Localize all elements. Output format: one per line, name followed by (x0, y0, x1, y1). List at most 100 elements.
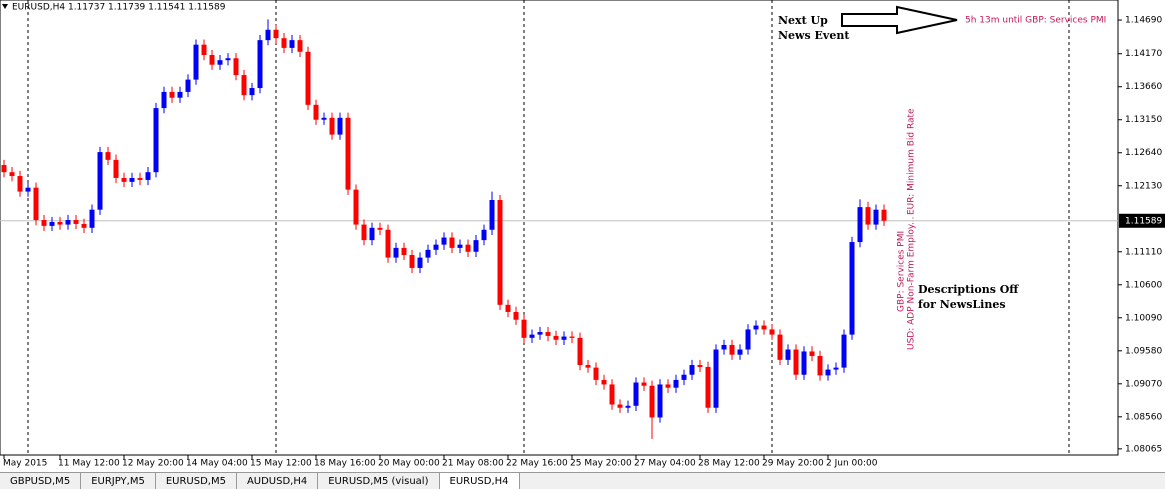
candle-body (385, 229, 391, 258)
candle-body (369, 227, 375, 241)
y-tick-label: 1.09070 (1125, 379, 1162, 389)
candle-body (353, 189, 359, 225)
candle-body (641, 382, 647, 386)
tab[interactable]: EURUSD,M5 (156, 473, 237, 489)
tab[interactable]: AUDUSD,H4 (237, 473, 319, 489)
candle-body (249, 88, 255, 96)
candle-body (337, 117, 343, 135)
annotation: Descriptions Off (918, 283, 1019, 296)
candle-body (265, 29, 271, 41)
candle-body (97, 152, 103, 210)
y-tick-label: 1.08065 (1125, 444, 1162, 454)
candle-body (697, 365, 703, 367)
x-tick-label: 25 May 20:00 (570, 459, 632, 469)
candle-body (673, 379, 679, 388)
candle-body (801, 351, 807, 375)
candle-body (681, 374, 687, 380)
y-tick-label: 1.14170 (1125, 49, 1162, 59)
candle-body (49, 221, 55, 226)
candle-body (161, 91, 167, 109)
candle-body (433, 244, 439, 250)
candle-body (185, 79, 191, 92)
candle-body (417, 257, 423, 268)
candle-body (193, 44, 199, 80)
candle-body (313, 104, 319, 120)
candle-body (225, 58, 231, 61)
candle-body (585, 365, 591, 368)
candle-body (545, 332, 551, 336)
candle-body (721, 344, 727, 350)
x-tick-label: 14 May 04:00 (186, 459, 248, 469)
x-tick-label: 2 Jun 00:00 (826, 459, 878, 469)
candle-body (777, 334, 783, 360)
candle-body (857, 207, 863, 243)
x-tick-label: 28 May 12:00 (698, 459, 760, 469)
y-tick-label: 1.10090 (1125, 313, 1162, 323)
candle-body (153, 108, 159, 173)
candle-body (761, 325, 767, 330)
candle-body (361, 224, 367, 241)
y-tick-label: 1.13150 (1125, 115, 1162, 125)
candle-body (201, 44, 207, 56)
x-tick-label: 29 May 20:00 (762, 459, 824, 469)
candle-body (377, 227, 383, 230)
candle-body (33, 187, 39, 221)
candle-body (753, 325, 759, 330)
candle-body (169, 91, 175, 98)
candle-body (841, 334, 847, 368)
candle-body (73, 220, 79, 224)
news-label: EUR: Minimum Bid Rate (907, 108, 917, 215)
candle-body (209, 55, 215, 65)
candle-body (521, 319, 527, 338)
candle-body (625, 405, 631, 408)
plot-frame (0, 0, 1119, 456)
candle-body (89, 209, 95, 228)
candle-body (257, 40, 263, 89)
candle-body (129, 177, 135, 182)
annotation: for NewsLines (918, 298, 1006, 311)
chart-title: EURUSD,H4 1.11737 1.11739 1.11541 1.1158… (12, 3, 226, 13)
y-tick-label: 1.09580 (1125, 346, 1162, 356)
candle-body (481, 229, 487, 241)
candle-body (57, 221, 63, 225)
y-tick-label: 1.11110 (1125, 247, 1162, 257)
candle-body (849, 242, 855, 335)
candle-body (873, 209, 879, 225)
candle-body (553, 335, 559, 340)
x-tick-label: 12 May 20:00 (122, 459, 184, 469)
candle-body (785, 349, 791, 360)
candle-body (881, 209, 887, 221)
y-tick-label: 1.10600 (1125, 280, 1162, 290)
y-tick-label: 1.12640 (1125, 148, 1162, 158)
tab[interactable]: EURUSD,H4 (439, 473, 520, 489)
candle-body (601, 379, 607, 385)
candle-body (657, 384, 663, 418)
current-price-box (1119, 213, 1165, 228)
candle-body (305, 51, 311, 105)
tab[interactable]: GBPUSD,M5 (0, 473, 82, 489)
candle-body (633, 382, 639, 406)
x-tick-label: 27 May 04:00 (634, 459, 696, 469)
candle-body (297, 40, 303, 52)
candle-body (65, 220, 71, 225)
candle-body (577, 337, 583, 366)
candle-body (457, 244, 463, 248)
candle-body (865, 207, 871, 225)
candle-body (833, 367, 839, 370)
y-tick-label: 1.12130 (1125, 181, 1162, 191)
annotation: Next Up (778, 14, 828, 27)
tab[interactable]: EURUSD,M5 (visual) (318, 473, 440, 489)
candle-body (729, 344, 735, 355)
news-label: USD: ADP Non-Farm Employ... (907, 216, 917, 350)
candle-body (689, 365, 695, 375)
candle-body (345, 117, 351, 190)
y-tick-label: 1.08560 (1125, 412, 1162, 422)
candle-body (825, 369, 831, 376)
menu-triangle[interactable] (2, 4, 8, 9)
candle-body (25, 187, 31, 192)
candle-body (121, 177, 127, 182)
candle-body (137, 177, 143, 180)
candle-body (449, 237, 455, 248)
tab[interactable]: EURJPY,M5 (81, 473, 156, 489)
